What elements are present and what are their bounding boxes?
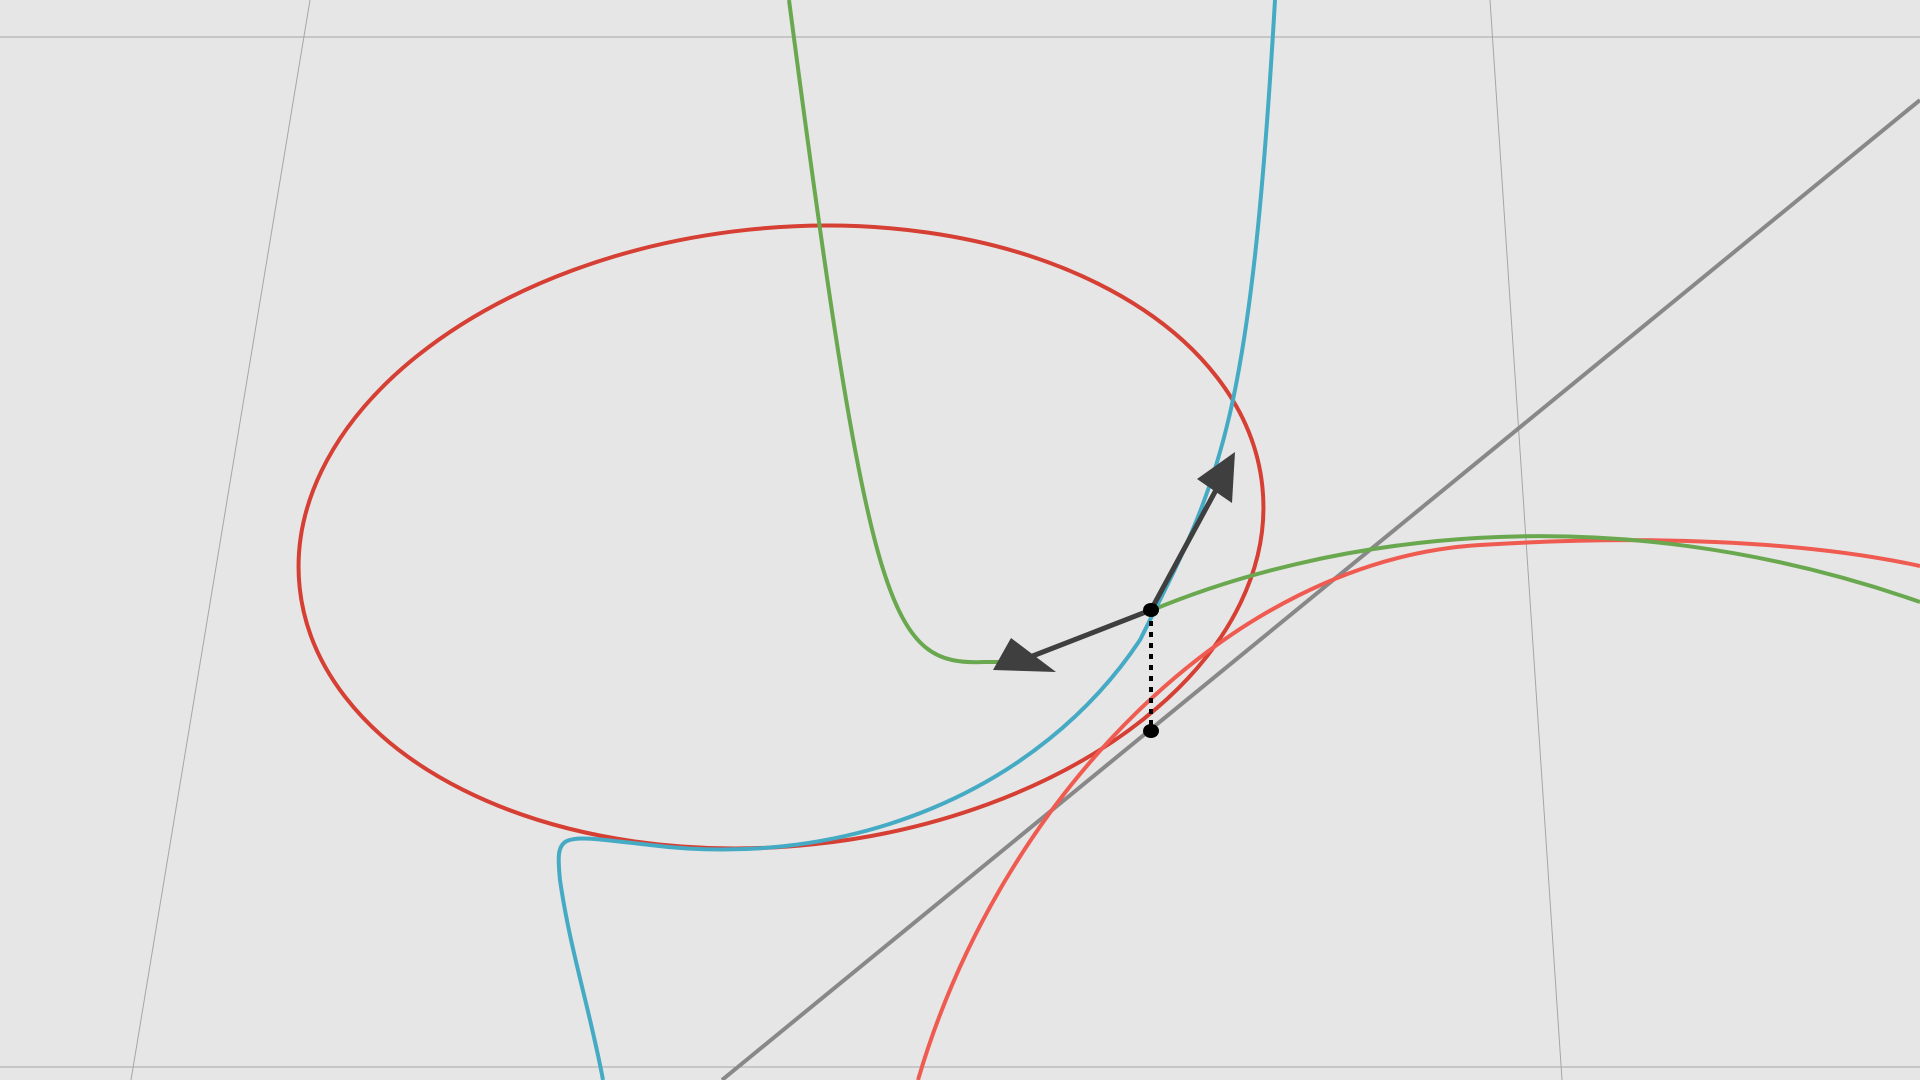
coral-circle[interactable]: [916, 538, 1920, 1080]
lower-point[interactable]: [1143, 724, 1159, 738]
velocity-vector[interactable]: [993, 607, 1152, 672]
velocity-vector-shaft: [1029, 607, 1152, 660]
grid-line-slanted-right: [1489, 0, 1563, 1080]
velocity-vector-arrowhead: [993, 638, 1056, 672]
acceleration-vector-shaft: [1148, 488, 1219, 612]
green-curve[interactable]: [787, 0, 1920, 665]
acceleration-vector-arrowhead: [1197, 452, 1235, 503]
upper-point[interactable]: [1143, 603, 1159, 617]
grid-line-slanted-left: [130, 0, 311, 1080]
tangent-line[interactable]: [720, 98, 1920, 1080]
red-circle[interactable]: [267, 179, 1294, 895]
acceleration-vector[interactable]: [1148, 452, 1235, 612]
blue-curve[interactable]: [556, 0, 1277, 1080]
